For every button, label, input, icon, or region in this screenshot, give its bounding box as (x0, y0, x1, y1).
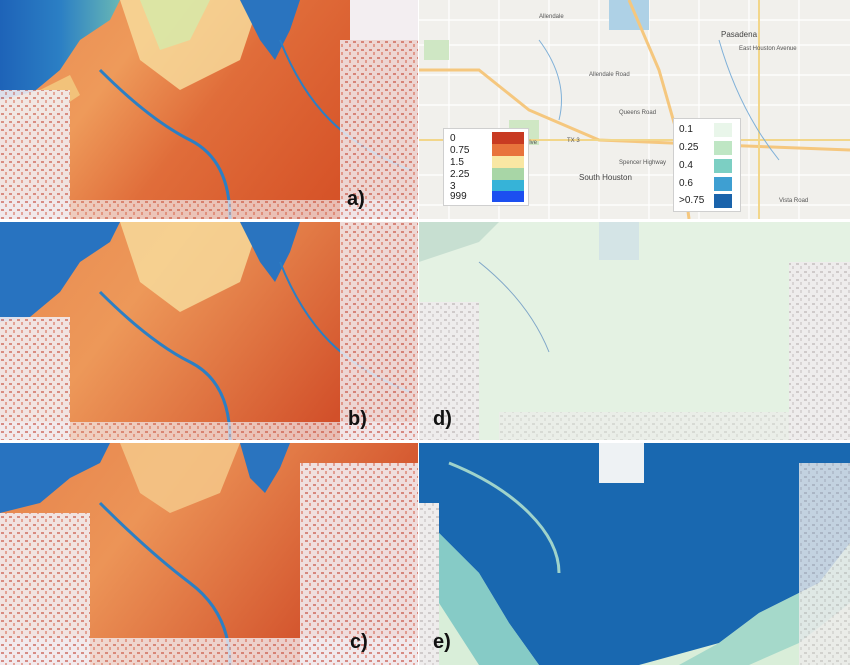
map-label-allendale-road: Allendale Road (589, 72, 630, 78)
panel-e-probability-map: e) (419, 443, 850, 665)
prob-legend-swatch (714, 159, 732, 173)
probability-map-d-graphic (419, 222, 850, 440)
map-label-east-houston: East Houston Avenue (739, 46, 797, 52)
panel-label-c: c) (350, 631, 368, 653)
map-label-pasadena: Pasadena (721, 30, 758, 39)
panel-label-e: e) (433, 631, 451, 653)
depth-legend-label: 0.75 (450, 145, 470, 156)
prob-legend-label: 0.6 (679, 178, 693, 189)
panel-c-depth-map: c) (0, 443, 418, 665)
panel-label-b: b) (348, 408, 367, 430)
map-label-spencer-highway: Spencer Highway (619, 160, 667, 166)
depth-legend-swatch (492, 132, 524, 145)
prob-legend-row: >0.75 (674, 194, 740, 210)
prob-legend-label: >0.75 (679, 195, 705, 206)
depth-legend-row: 0.75 (444, 144, 528, 160)
prob-legend-row: 0.4 (674, 159, 740, 175)
prob-legend-swatch (714, 123, 732, 137)
depth-map-c-graphic (0, 443, 418, 665)
depth-map-b-graphic (0, 222, 418, 440)
panel-label-d: d) (433, 408, 452, 430)
map-label-drive: Drive (523, 140, 538, 146)
depth-legend-label: 999 (450, 191, 467, 202)
prob-legend-row: 0.6 (674, 177, 740, 193)
depth-legend-row: 999 (444, 191, 528, 207)
prob-legend-swatch (714, 141, 732, 155)
panel-label-a: a) (347, 188, 365, 210)
depth-legend-swatch (492, 168, 524, 181)
depth-legend-row: 1.5 (444, 156, 528, 172)
depth-legend-row: 3 (444, 180, 528, 196)
prob-legend-row: 0.1 (674, 123, 740, 139)
map-label-south-houston: South Houston (579, 173, 632, 182)
prob-legend-swatch (714, 177, 732, 191)
panel-base-map: Allendale Pasadena East Houston Avenue A… (419, 0, 850, 219)
panel-a-depth-map: a) (0, 0, 418, 219)
depth-legend-swatch (492, 180, 524, 193)
prob-legend-swatch (714, 194, 732, 208)
prob-legend-row: 0.25 (674, 141, 740, 157)
depth-legend-label: 0 (450, 133, 456, 144)
depth-legend-swatch (492, 144, 524, 157)
prob-legend-label: 0.25 (679, 142, 699, 153)
probability-legend: 0.1 0.25 0.4 0.6 >0.75 (673, 118, 741, 212)
map-label-allendale: Allendale (539, 14, 564, 20)
depth-legend-row: 2.25 (444, 168, 528, 184)
depth-legend: 0 0.75 1.5 2.25 3 999 (443, 128, 529, 206)
depth-map-a-graphic (0, 0, 418, 219)
map-label-vista-road: Vista Road (779, 198, 809, 204)
map-label-tx3: TX 3 (567, 138, 580, 144)
depth-legend-label: 3 (450, 181, 456, 192)
depth-legend-label: 1.5 (450, 157, 464, 168)
panel-b-depth-map: b) (0, 222, 418, 440)
depth-legend-row: 0 (444, 132, 528, 148)
prob-legend-label: 0.1 (679, 124, 693, 135)
panel-d-probability-map: d) (419, 222, 850, 440)
depth-legend-label: 2.25 (450, 169, 470, 180)
map-label-queens-road: Queens Road (619, 110, 657, 116)
prob-legend-label: 0.4 (679, 160, 693, 171)
probability-map-e-graphic (419, 443, 850, 665)
depth-legend-swatch (492, 191, 524, 202)
depth-legend-swatch (492, 156, 524, 169)
